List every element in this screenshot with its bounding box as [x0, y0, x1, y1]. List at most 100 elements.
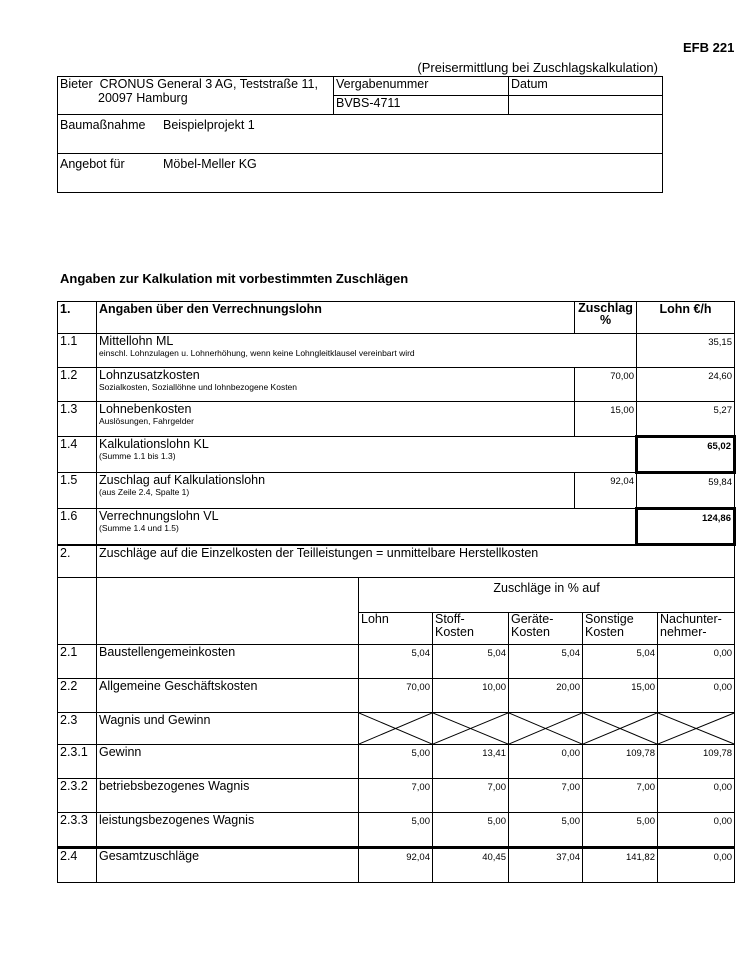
lohn-value: 24,60: [636, 367, 735, 402]
value-cell: 0,00: [656, 846, 736, 883]
row-num: 2.4: [57, 846, 97, 883]
table-row: 1.5 Zuschlag auf Kalkulationslohn (aus Ze…: [57, 472, 735, 509]
crossed-out-cell: [582, 712, 658, 745]
row-num: 2.2: [57, 678, 97, 713]
angebot-row: Angebot für Möbel-Meller KG: [57, 153, 663, 193]
bieter-line2: 20097 Hamburg: [98, 91, 188, 105]
crossed-out-cell: [508, 712, 583, 745]
value-cell: 5,00: [508, 812, 583, 848]
value-cell: 0,00: [656, 678, 736, 713]
label: Mittellohn ML: [99, 334, 174, 349]
row-label: Lohnebenkosten Auslösungen, Fahrgelder: [96, 401, 575, 437]
t1-num: 1.: [57, 301, 97, 334]
value-cell: 7,00: [432, 778, 509, 813]
note: (Summe 1.1 bis 1.3): [99, 451, 176, 461]
zuschlag-value: 15,00: [574, 401, 637, 437]
column-header-text: Nachunter- nehmer-: [660, 613, 722, 639]
zuschlag-unit: %: [599, 313, 612, 327]
column-header: Nachunter- nehmer-: [656, 612, 736, 645]
form-id: EFB 221: [683, 40, 735, 55]
datum-label: Datum: [508, 76, 663, 96]
row-num: 1.3: [57, 401, 97, 437]
value-cell: 10,00: [432, 678, 509, 713]
value-cell: 5,04: [432, 644, 509, 679]
value-cell: 5,04: [508, 644, 583, 679]
angebot-label: Angebot für: [60, 157, 125, 171]
column-header-text: Sonstige Kosten: [585, 613, 634, 639]
t1-heading: Angaben über den Verrechnungslohn: [96, 301, 575, 334]
table-row: 2.3.1 Gewinn 5,00 13,41 0,00 109,78 109,78: [57, 744, 736, 779]
row-label: Wagnis und Gewinn: [96, 712, 359, 745]
row-num: 2.3: [57, 712, 97, 745]
vergabenummer-label: Vergabenummer: [333, 76, 509, 96]
note: (Summe 1.4 und 1.5): [99, 523, 179, 533]
blank-cell: [57, 577, 97, 645]
value-cell: 92,04: [358, 846, 433, 883]
crossed-out-cell: [432, 712, 509, 745]
value-cell: 5,04: [582, 644, 658, 679]
header-table: Bieter CRONUS General 3 AG, Teststraße 1…: [57, 76, 663, 193]
column-header: Lohn: [358, 612, 433, 645]
zuschlaege-table: 2. Zuschläge auf die Einzelkosten der Te…: [57, 545, 736, 883]
table-row: 1.6 Verrechnungslohn VL (Summe 1.4 und 1.…: [57, 507, 736, 546]
value-cell: 7,00: [582, 778, 658, 813]
table-row: 2.3.3 leistungsbezogenes Wagnis 5,00 5,00 5,…: [57, 812, 736, 848]
baumassnahme-label: Baumaßnahme: [60, 118, 146, 132]
table-row: 2.1 Baustellengemeinkosten 5,04 5,04 5,04 5,0…: [57, 644, 736, 679]
table-row: 2.4 Gesamtzuschläge 92,04 40,45 37,04 141,82 0…: [57, 846, 736, 883]
table-row: 1.2 Lohnzusatzkosten Sozialkosten, Sozial…: [57, 367, 735, 402]
form-subtitle: (Preisermittlung bei Zuschlagskalkulatio…: [417, 60, 658, 75]
note: einschl. Lohnzulagen u. Lohnerhöhung, we…: [99, 348, 415, 358]
lohn-value: 35,15: [636, 333, 735, 368]
section-title: Angaben zur Kalkulation mit vorbestimmte…: [60, 271, 409, 286]
value-cell: 5,00: [432, 812, 509, 848]
table-row: 2.3 Wagnis und Gewinn: [57, 712, 736, 745]
baumassnahme-row: Baumaßnahme Beispielprojekt 1: [57, 114, 663, 154]
vergabenummer-value: BVBS-4711: [333, 95, 509, 115]
value-cell: 5,00: [358, 812, 433, 848]
note: Sozialkosten, Soziallöhne und lohnbezoge…: [99, 382, 298, 392]
value-cell: 15,00: [582, 678, 658, 713]
row-label: Zuschlag auf Kalkulationslohn (aus Zeile …: [96, 472, 575, 509]
value-cell: 0,00: [656, 812, 736, 848]
row-num: 2.3.3: [57, 812, 97, 848]
column-header: Sonstige Kosten: [582, 612, 658, 645]
row-label: Baustellengemeinkosten: [96, 644, 359, 679]
table-row: 1.4 Kalkulationslohn KL (Summe 1.1 bis 1.…: [57, 435, 736, 474]
verrechnungslohn-table: 1. Angaben über den Verrechnungslohn Zus…: [57, 301, 736, 546]
column-header: Geräte- Kosten: [508, 612, 583, 645]
row-label: leistungsbezogenes Wagnis: [96, 812, 359, 848]
value-cell: 7,00: [358, 778, 433, 813]
blank-cell: [96, 577, 359, 645]
value-cell: 40,45: [432, 846, 509, 883]
label: Zuschlag auf Kalkulationslohn: [99, 473, 266, 488]
lohn-value: 124,86: [635, 507, 736, 546]
t2-heading: Zuschläge auf die Einzelkosten der Teill…: [95, 545, 736, 578]
value-cell: 109,78: [582, 744, 658, 779]
bieter-cell: Bieter CRONUS General 3 AG, Teststraße 1…: [57, 76, 334, 115]
zuschlag-value: 92,04: [574, 472, 637, 509]
row-num: 2.3.2: [57, 778, 97, 813]
lohn-value: 5,27: [636, 401, 735, 437]
column-header-text: Lohn: [361, 613, 389, 626]
table-row: 1.1 Mittellohn ML einschl. Lohnzulagen u.…: [57, 333, 735, 368]
value-cell: 5,04: [358, 644, 433, 679]
lohn-value: 59,84: [636, 472, 735, 509]
value-cell: 7,00: [508, 778, 583, 813]
note: (aus Zeile 2.4, Spalte 1): [99, 487, 190, 497]
t2-num: 2.: [57, 545, 97, 578]
value-cell: 70,00: [358, 678, 433, 713]
t1-col-lohn: Lohn €/h: [636, 301, 735, 334]
row-num: 2.3.1: [57, 744, 97, 779]
cross-out-mark: [359, 713, 432, 744]
crossed-out-cell: [656, 712, 736, 745]
zuschlag-value: 70,00: [574, 367, 637, 402]
t1-col-zuschlag: Zuschlag%: [574, 301, 637, 334]
row-label: Gewinn: [96, 744, 359, 779]
cross-out-mark: [433, 713, 508, 744]
value-cell: 37,04: [508, 846, 583, 883]
lohn-value: 65,02: [635, 435, 736, 474]
value-cell: 0,00: [656, 778, 736, 813]
value-cell: 20,00: [508, 678, 583, 713]
crossed-out-cell: [358, 712, 433, 745]
